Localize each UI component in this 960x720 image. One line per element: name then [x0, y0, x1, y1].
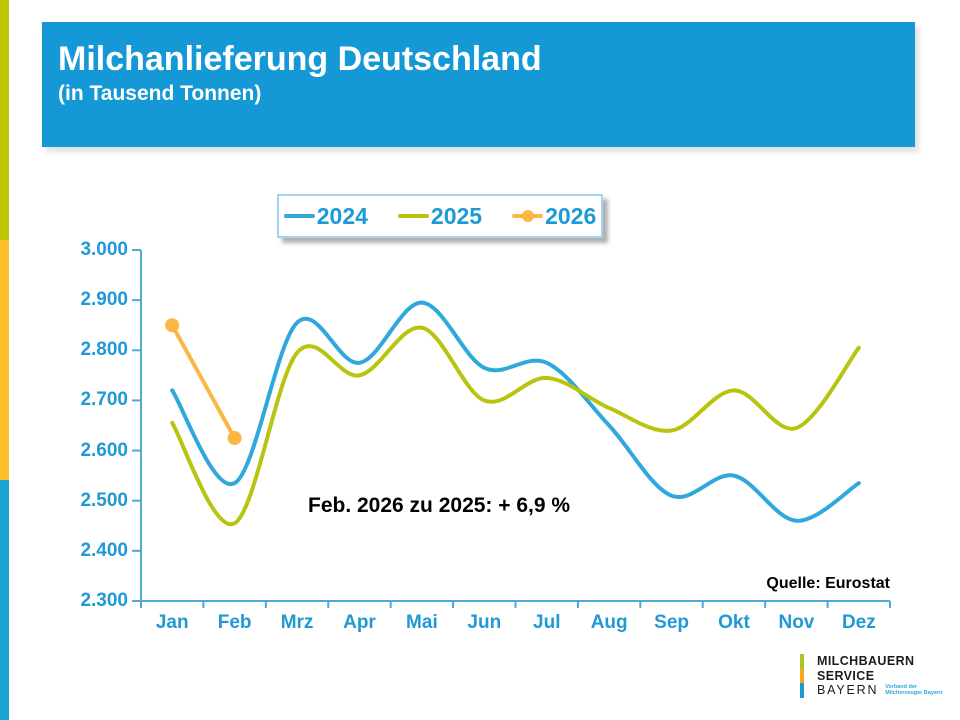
- logo-text: MILCHBAUERN SERVICE BAYERN Verband der M…: [817, 654, 942, 698]
- accent-stripe-orange: [0, 240, 9, 480]
- legend-label: 2025: [430, 202, 483, 229]
- logo-bar-green: [800, 654, 804, 669]
- x-tick-label: Jul: [533, 612, 561, 633]
- legend-line-swatch-2025: [397, 214, 429, 218]
- y-tick-label: 2.800: [80, 339, 128, 360]
- x-tick-label: Sep: [654, 612, 690, 633]
- logo-bar-orange: [800, 668, 804, 683]
- x-tick-label: Jun: [467, 612, 502, 633]
- x-axis-labels: Jan Feb Mrz Apr Mai Jun Jul Aug Sep Okt …: [141, 612, 890, 634]
- x-tick-label: Mrz: [280, 612, 314, 633]
- accent-stripe-green: [0, 0, 9, 240]
- logo-word-milchbauern: MILCHBAUERN: [817, 654, 915, 668]
- logo-tagline-line2: Milcherzeuger Bayern: [885, 690, 943, 696]
- milchbauern-service-bayern-logo: MILCHBAUERN SERVICE BAYERN Verband der M…: [800, 654, 942, 698]
- logo-bar-blue: [800, 683, 804, 698]
- accent-stripe: [0, 0, 9, 720]
- y-tick-label: 3.000: [80, 239, 128, 260]
- x-tick-label: Nov: [778, 612, 815, 633]
- x-tick-label: Mai: [406, 612, 438, 633]
- y-tick-label: 2.400: [80, 540, 128, 561]
- legend-label: 2024: [316, 202, 368, 229]
- page-title: Milchanlieferung Deutschland: [58, 40, 542, 78]
- x-tick-label: Aug: [590, 612, 628, 633]
- legend-item-2026: 2026: [512, 203, 596, 230]
- y-tick-label: 2.600: [80, 440, 128, 461]
- legend-item-2024: 2024: [283, 202, 368, 230]
- x-tick-label: Apr: [343, 612, 376, 633]
- y-tick-label: 2.300: [80, 590, 128, 611]
- logo-color-bar-icon: [800, 654, 804, 698]
- x-tick-label: Okt: [718, 612, 750, 633]
- annotation-feb-comparison: Feb. 2026 zu 2025: + 6,9 %: [308, 494, 571, 517]
- x-tick-label: Dez: [841, 612, 876, 633]
- legend-line-swatch-2026: [512, 210, 544, 222]
- y-tick-label: 2.900: [80, 289, 128, 310]
- x-tick-label: Feb: [217, 612, 252, 633]
- legend-dot-marker-2026: [521, 210, 534, 222]
- source-credit: Quelle: Eurostat: [766, 575, 890, 592]
- legend-line-swatch-2024: [283, 214, 315, 218]
- y-tick-label: 2.700: [80, 389, 128, 410]
- logo-word-service: SERVICE: [817, 668, 875, 683]
- chart-legend: 2024 2025 2026: [277, 194, 603, 238]
- header-banner: Milchanlieferung Deutschland (in Tausend…: [42, 22, 915, 147]
- logo-tagline: Verband der Milcherzeuger Bayern: [885, 684, 942, 698]
- logo-word-bayern: BAYERN: [817, 683, 879, 697]
- legend-item-2025: 2025: [397, 202, 483, 230]
- y-tick-label: 2.500: [80, 490, 128, 511]
- legend-label: 2026: [545, 202, 597, 229]
- accent-stripe-blue: [0, 480, 9, 720]
- logo-tagline-line1: Verband der: [885, 683, 918, 690]
- x-tick-label: Jan: [155, 612, 189, 633]
- page-subtitle: (in Tausend Tonnen): [58, 82, 262, 105]
